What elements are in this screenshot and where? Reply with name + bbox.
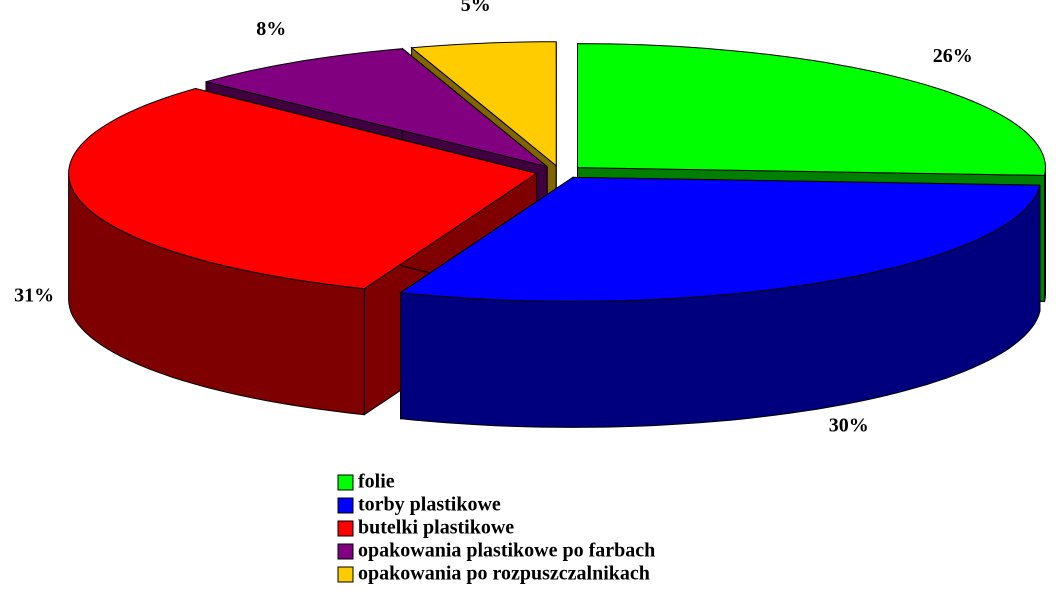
data-label: 8% — [256, 18, 286, 40]
pie-slice — [399, 176, 1041, 428]
slice-top — [410, 41, 557, 167]
slice-top — [205, 48, 548, 168]
data-label: 5% — [461, 0, 491, 16]
legend-label: opakowania po rozpuszczalnikach — [358, 563, 650, 585]
legend-label: folie — [358, 471, 395, 493]
legend-swatch — [337, 474, 354, 491]
legend-swatch — [337, 520, 354, 537]
slice-top — [399, 176, 1041, 302]
legend-swatch — [337, 543, 354, 560]
data-label: 31% — [14, 284, 54, 306]
legend-label: opakowania plastikowe po farbach — [358, 540, 655, 562]
data-label: 30% — [829, 414, 869, 436]
slice-top — [576, 43, 1047, 176]
legend-swatch — [337, 497, 354, 514]
legend-swatch — [337, 566, 354, 583]
slice-side — [1044, 167, 1046, 302]
legend-label: torby plastikowe — [358, 494, 501, 516]
legend-label: butelki plastikowe — [358, 517, 514, 539]
slice-top — [68, 87, 538, 290]
data-label: 26% — [933, 45, 973, 67]
